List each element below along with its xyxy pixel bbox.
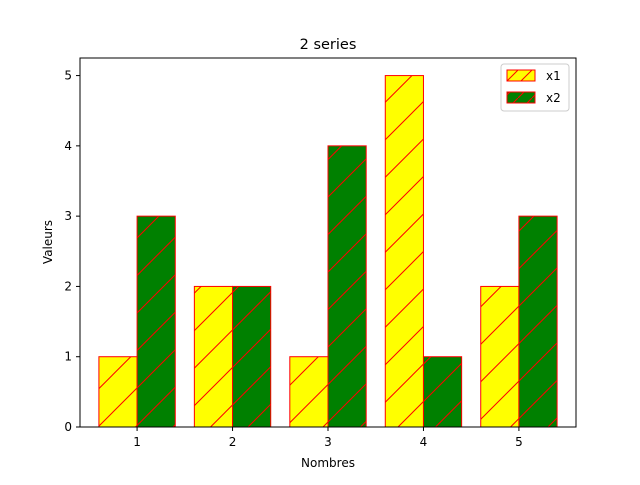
bar-x2-4 bbox=[422, 356, 463, 428]
y-tick-label: 0 bbox=[64, 420, 72, 434]
bar-x1-2 bbox=[193, 285, 234, 428]
y-tick-label: 3 bbox=[64, 209, 72, 223]
y-tick-label: 1 bbox=[64, 350, 72, 364]
x-tick-label: 2 bbox=[229, 435, 237, 449]
axis-ticks: 1 2 3 4 5 0 1 2 3 4 5 bbox=[64, 69, 522, 449]
legend-swatch-x1 bbox=[506, 69, 536, 82]
bar-x2-3 bbox=[327, 145, 367, 428]
bar-x1-1 bbox=[98, 356, 138, 428]
y-tick-label: 4 bbox=[64, 139, 72, 153]
legend-label-x2: x2 bbox=[546, 91, 561, 105]
bar-x1-4 bbox=[384, 75, 424, 428]
bar-x1-5 bbox=[480, 285, 520, 428]
plot-frame bbox=[79, 57, 577, 428]
legend-swatch-x2 bbox=[506, 91, 536, 104]
y-axis-title: Valeurs bbox=[41, 220, 55, 264]
legend: x1 x2 bbox=[500, 63, 570, 112]
bar-x2-5 bbox=[518, 215, 558, 428]
bars-layer bbox=[98, 75, 558, 428]
bar-x1-3 bbox=[289, 356, 329, 428]
x-tick-label: 1 bbox=[133, 435, 141, 449]
x-tick-label: 4 bbox=[420, 435, 428, 449]
bar-x2-2 bbox=[232, 285, 272, 428]
bar-x2-1 bbox=[136, 215, 176, 428]
x-axis-title: Nombres bbox=[301, 456, 355, 470]
x-tick-label: 5 bbox=[515, 435, 523, 449]
y-tick-label: 5 bbox=[64, 69, 72, 83]
legend-label-x1: x1 bbox=[546, 69, 561, 83]
chart-title: 2 series bbox=[300, 37, 357, 53]
x-tick-label: 3 bbox=[324, 435, 332, 449]
y-tick-label: 2 bbox=[64, 279, 72, 293]
